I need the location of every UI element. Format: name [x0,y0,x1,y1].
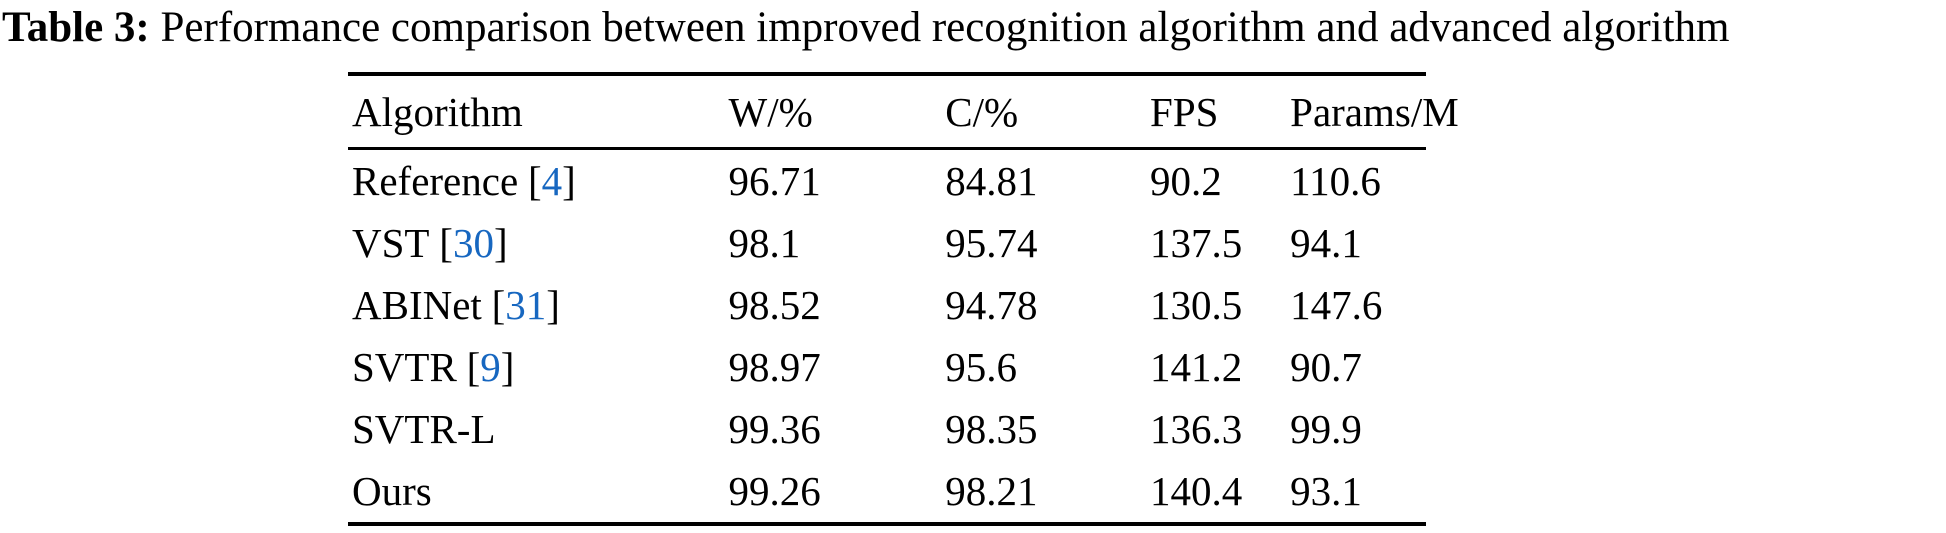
cell-params: 93.1 [1290,468,1362,514]
table-caption-text: Performance comparison between improved … [149,4,1730,51]
algorithm-name: SVTR [352,344,457,390]
cell-c: 98.35 [945,406,1038,452]
cell-fps: 141.2 [1150,344,1243,390]
table-row: ABINet [31] 98.52 94.78 130.5 147.6 [348,274,1426,336]
citation-open-bracket: [ [466,344,481,390]
table-header-row: Algorithm W/% C/% FPS Params/M [348,74,1459,150]
table-body: Reference [4] 96.71 84.81 90.2 110.6 VST[… [348,149,1426,525]
citation-link[interactable]: 9 [480,344,501,390]
citation-link[interactable]: 31 [505,282,547,328]
cell-c: 95.6 [945,344,1017,390]
citation-close-bracket: ] [562,158,576,204]
cell-fps: 136.3 [1150,406,1243,452]
cell-params: 94.1 [1290,220,1362,266]
citation-close-bracket: ] [500,344,515,390]
cell-params: 110.6 [1290,158,1381,204]
table-caption-label: Table 3: [2,4,150,51]
algorithm-name: Ours [352,468,432,514]
table-caption: Table 3: Performance comparison between … [2,2,1946,54]
citation-open-bracket: [ [439,220,453,266]
citation-ref: [31] [492,282,560,328]
algorithm-name: ABINet [352,282,482,328]
cell-w: 98.52 [728,282,821,328]
cell-params: 90.7 [1290,344,1362,390]
column-header-params: Params/M [1290,74,1459,150]
cell-params: 99.9 [1290,406,1362,452]
cell-fps: 130.5 [1150,282,1243,328]
cell-c: 84.81 [945,158,1038,204]
table-row: Ours 99.26 98.21 140.4 93.1 [348,460,1426,524]
table-header: Algorithm W/% C/% FPS Params/M [348,74,1459,150]
table-row: SVTR-L 99.36 98.35 136.3 99.9 [348,398,1426,460]
algorithm-name: VST [352,220,430,266]
cell-algorithm: Reference [4] [348,149,729,213]
cell-c: 94.78 [945,282,1038,328]
cell-fps: 140.4 [1150,468,1243,514]
table-row: Reference [4] 96.71 84.81 90.2 110.6 [348,149,1426,213]
column-header-w-percent: W/% [728,74,946,150]
table-row: SVTR [9] 98.97 95.6 141.2 90.7 [348,336,1426,398]
citation-close-bracket: ] [493,220,508,266]
cell-w: 98.1 [728,220,801,266]
citation-open-bracket: [ [527,158,542,204]
cell-fps: 137.5 [1150,220,1243,266]
citation-ref: [9] [467,344,515,390]
cell-c: 98.21 [945,468,1038,514]
column-header-algorithm: Algorithm [348,74,729,150]
cell-params: 147.6 [1290,282,1383,328]
citation-link[interactable]: 30 [452,220,494,266]
cell-c: 95.74 [945,220,1038,266]
cell-algorithm: VST [30] [348,212,729,274]
cell-algorithm: SVTR [9] [348,336,729,398]
table-row: VST [30] 98.1 95.74 137.5 94.1 [348,212,1426,274]
citation-ref: [4] [528,158,576,204]
cell-w: 96.71 [728,158,821,204]
cell-w: 99.36 [728,406,821,452]
algorithm-name: Reference [352,158,519,204]
algorithm-name: SVTR-L [352,406,496,452]
cell-w: 98.97 [728,344,821,390]
citation-open-bracket: [ [491,282,506,328]
citation-close-bracket: ] [546,282,560,328]
column-header-fps: FPS [1150,74,1291,150]
citation-ref: [30] [439,220,507,266]
column-header-c-percent: C/% [945,74,1151,150]
cell-algorithm: SVTR-L [348,398,729,460]
cell-algorithm: Ours [348,460,729,524]
cell-w: 99.26 [728,468,821,514]
citation-link[interactable]: 4 [541,158,563,204]
cell-algorithm: ABINet [31] [348,274,729,336]
cell-fps: 90.2 [1150,158,1222,204]
performance-table: Algorithm W/% C/% FPS Params/M Reference… [348,72,1459,526]
